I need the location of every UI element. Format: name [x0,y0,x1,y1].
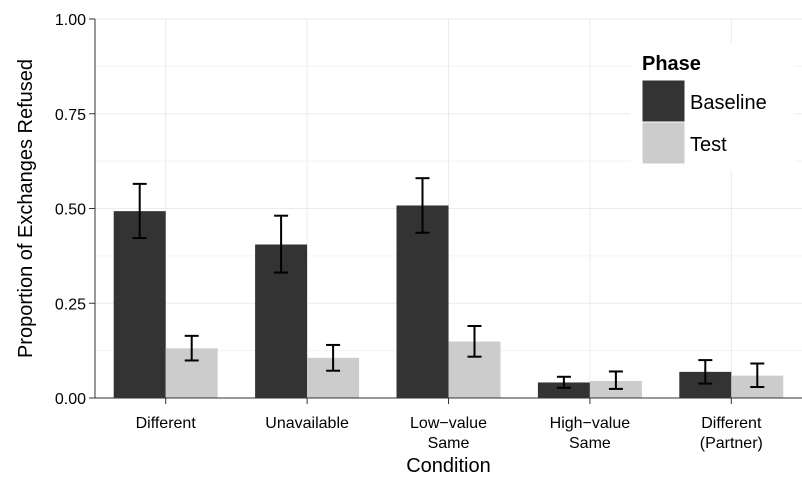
x-tick-label: Unavailable [265,415,349,432]
legend-title: Phase [642,53,701,75]
x-tick-label: Different (Partner) [700,415,763,452]
y-tick-label: 0.50 [55,202,86,219]
y-tick-label: 0.75 [55,107,86,124]
x-tick-label: Different [136,415,197,432]
legend-label-test: Test [690,134,727,156]
bar-baseline-3 [537,382,590,398]
error-bars [132,177,765,390]
bar-baseline-0 [113,211,166,398]
legend-swatch-test [641,121,686,165]
bar-baseline-2 [396,205,449,398]
y-axis-title: Proportion of Exchanges Refused [15,59,37,358]
x-tick-label: Low−value Same [410,415,487,452]
legend: Phase Baseline Test [630,44,795,170]
x-tick-label: High−value Same [550,415,631,452]
y-tick-label: 0.25 [55,296,86,313]
legend-swatch-baseline [641,79,686,123]
y-tick-label: 1.00 [55,12,86,29]
legend-label-baseline: Baseline [690,92,767,114]
axes: 0.00 0.25 0.50 0.75 1.00 Different Unavailable… [55,12,802,452]
x-axis-title: Condition [406,455,491,477]
y-tick-label: 0.00 [55,391,86,408]
